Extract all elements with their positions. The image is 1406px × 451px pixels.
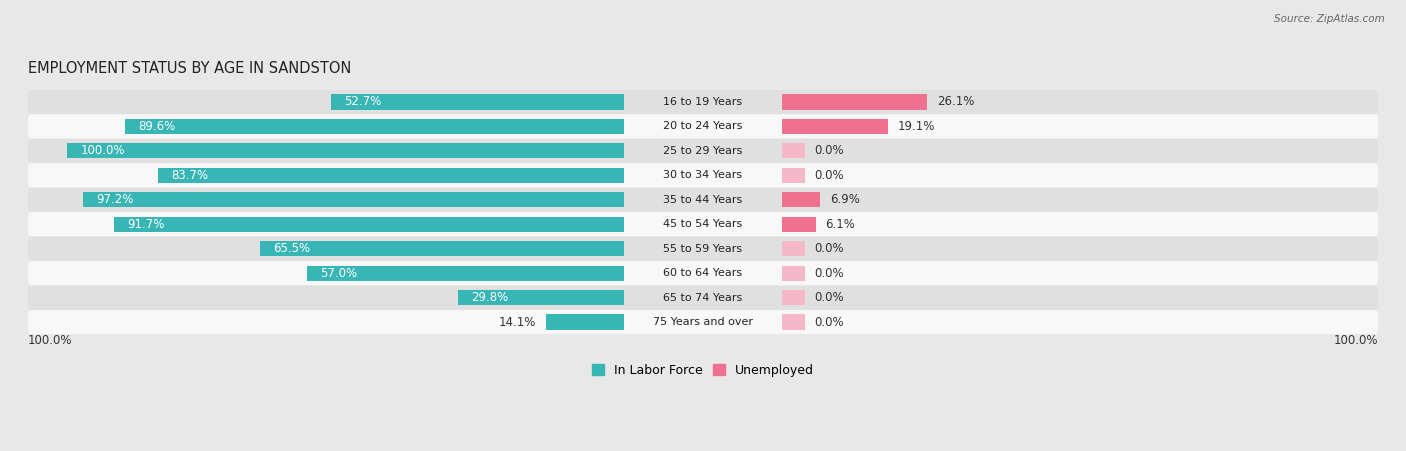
Text: 45 to 54 Years: 45 to 54 Years bbox=[664, 219, 742, 229]
Text: 0.0%: 0.0% bbox=[814, 316, 844, 328]
Bar bbox=[546, 314, 624, 330]
Text: 52.7%: 52.7% bbox=[344, 96, 381, 108]
Text: 35 to 44 Years: 35 to 44 Years bbox=[664, 195, 742, 205]
FancyBboxPatch shape bbox=[28, 139, 1378, 163]
Bar bbox=[260, 241, 624, 256]
Text: 0.0%: 0.0% bbox=[814, 242, 844, 255]
Bar bbox=[782, 143, 804, 158]
Text: EMPLOYMENT STATUS BY AGE IN SANDSTON: EMPLOYMENT STATUS BY AGE IN SANDSTON bbox=[28, 61, 352, 76]
Text: 100.0%: 100.0% bbox=[1333, 334, 1378, 347]
Text: 60 to 64 Years: 60 to 64 Years bbox=[664, 268, 742, 278]
Text: 0.0%: 0.0% bbox=[814, 267, 844, 280]
Bar bbox=[782, 241, 804, 256]
Text: 75 Years and over: 75 Years and over bbox=[652, 317, 754, 327]
Bar bbox=[782, 119, 889, 134]
Bar bbox=[782, 314, 804, 330]
Text: 65.5%: 65.5% bbox=[273, 242, 309, 255]
Text: 14.1%: 14.1% bbox=[499, 316, 536, 328]
Bar bbox=[159, 168, 624, 183]
Bar bbox=[782, 192, 820, 207]
Text: 6.9%: 6.9% bbox=[830, 193, 859, 206]
Text: 65 to 74 Years: 65 to 74 Years bbox=[664, 293, 742, 303]
FancyBboxPatch shape bbox=[28, 310, 1378, 334]
Bar bbox=[330, 94, 624, 110]
Text: 100.0%: 100.0% bbox=[80, 144, 125, 157]
Text: 30 to 34 Years: 30 to 34 Years bbox=[664, 170, 742, 180]
FancyBboxPatch shape bbox=[28, 212, 1378, 236]
Bar bbox=[307, 266, 624, 281]
Text: 26.1%: 26.1% bbox=[936, 96, 974, 108]
Text: 57.0%: 57.0% bbox=[321, 267, 357, 280]
Text: 91.7%: 91.7% bbox=[127, 218, 165, 231]
Text: 29.8%: 29.8% bbox=[471, 291, 509, 304]
Bar bbox=[125, 119, 624, 134]
Text: Source: ZipAtlas.com: Source: ZipAtlas.com bbox=[1274, 14, 1385, 23]
Bar bbox=[114, 216, 624, 232]
FancyBboxPatch shape bbox=[28, 261, 1378, 285]
Bar bbox=[782, 168, 804, 183]
Text: 16 to 19 Years: 16 to 19 Years bbox=[664, 97, 742, 107]
Text: 0.0%: 0.0% bbox=[814, 169, 844, 182]
Text: 83.7%: 83.7% bbox=[172, 169, 208, 182]
Bar bbox=[782, 216, 815, 232]
Text: 0.0%: 0.0% bbox=[814, 291, 844, 304]
Text: 89.6%: 89.6% bbox=[138, 120, 176, 133]
Text: 97.2%: 97.2% bbox=[96, 193, 134, 206]
FancyBboxPatch shape bbox=[28, 163, 1378, 187]
Text: 20 to 24 Years: 20 to 24 Years bbox=[664, 121, 742, 131]
Legend: In Labor Force, Unemployed: In Labor Force, Unemployed bbox=[586, 359, 820, 382]
FancyBboxPatch shape bbox=[28, 188, 1378, 212]
Text: 19.1%: 19.1% bbox=[898, 120, 935, 133]
Bar bbox=[782, 266, 804, 281]
Text: 25 to 29 Years: 25 to 29 Years bbox=[664, 146, 742, 156]
FancyBboxPatch shape bbox=[28, 90, 1378, 114]
Bar bbox=[458, 290, 624, 305]
Bar bbox=[782, 290, 804, 305]
FancyBboxPatch shape bbox=[28, 237, 1378, 261]
Bar bbox=[83, 192, 624, 207]
Bar bbox=[67, 143, 624, 158]
Bar bbox=[782, 94, 927, 110]
FancyBboxPatch shape bbox=[28, 285, 1378, 309]
Text: 55 to 59 Years: 55 to 59 Years bbox=[664, 244, 742, 253]
Text: 6.1%: 6.1% bbox=[825, 218, 855, 231]
FancyBboxPatch shape bbox=[28, 115, 1378, 138]
Text: 100.0%: 100.0% bbox=[28, 334, 73, 347]
Text: 0.0%: 0.0% bbox=[814, 144, 844, 157]
